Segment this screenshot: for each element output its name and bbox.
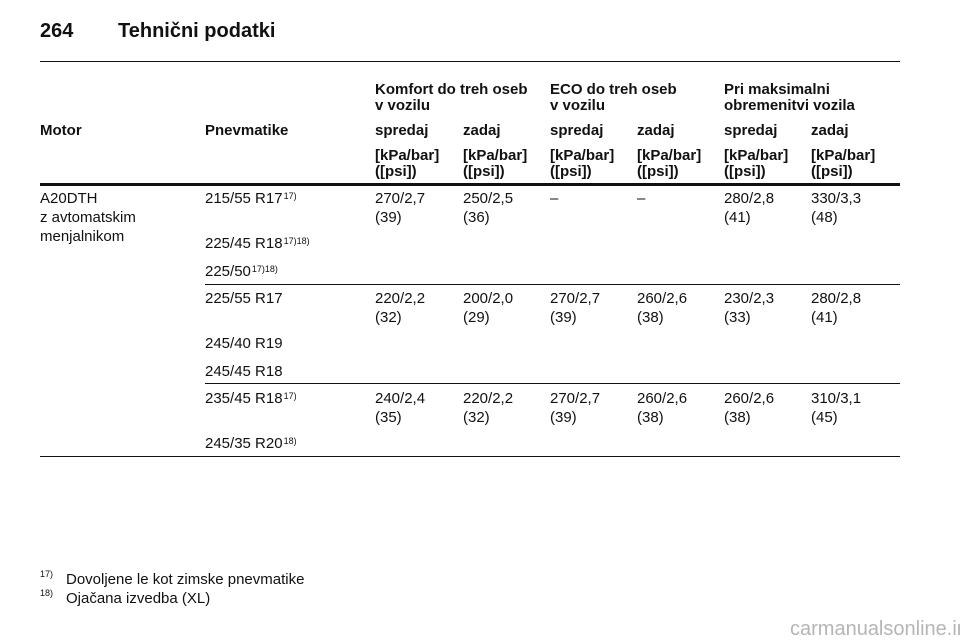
motor-name: z avtomatskim — [40, 209, 136, 226]
motor-name: A20DTH — [40, 190, 98, 207]
pressure-value: (41) — [811, 309, 838, 326]
footnote-text: Ojačana izvedba (XL) — [66, 590, 211, 607]
pressure-value: 240/2,4 — [375, 390, 426, 407]
column-header: spredaj — [375, 122, 429, 139]
group-header: v vozilu — [375, 97, 431, 114]
tire-name: 225/55 R17 — [205, 290, 283, 307]
column-header: zadaj — [463, 122, 501, 139]
header-rule — [40, 61, 900, 62]
page-number: 264 — [40, 20, 74, 42]
pressure-value: – — [550, 190, 559, 207]
tire-size: 245/40 R19 — [205, 336, 283, 352]
footnote-ref: 17) — [283, 191, 297, 201]
pressure-value: (41) — [724, 209, 751, 226]
pressure-value: (33) — [724, 309, 751, 326]
pressure-value: (29) — [463, 309, 490, 326]
tire-size: 245/35 R2018) — [205, 436, 297, 452]
column-header: Pnevmatike — [205, 122, 289, 139]
footnote-ref: 18) — [283, 436, 297, 446]
pressure-value: (35) — [375, 409, 402, 426]
group-header: Pri maksimalni — [724, 81, 830, 98]
pressure-value: 270/2,7 — [375, 190, 426, 207]
pressure-value: 220/2,2 — [463, 390, 514, 407]
pressure-value: (39) — [550, 309, 577, 326]
pressure-value: 330/3,3 — [811, 190, 862, 207]
motor-name: menjalnikom — [40, 228, 125, 245]
unit-label: ([psi]) — [637, 163, 679, 180]
tire-size: 215/55 R1717) — [205, 191, 297, 207]
pressure-value: 280/2,8 — [811, 290, 862, 307]
pressure-value: 310/3,1 — [811, 390, 862, 407]
tire-name: 245/45 R18 — [205, 363, 283, 380]
tire-size: 225/5017)18) — [205, 264, 278, 280]
pressure-value: (39) — [375, 209, 402, 226]
tire-name: 215/55 R17 — [205, 190, 283, 207]
unit-label: [kPa/bar] — [463, 147, 528, 164]
group-header: Komfort do treh oseb — [375, 81, 528, 98]
tire-name: 225/45 R18 — [205, 235, 283, 252]
pressure-value: 260/2,6 — [637, 290, 688, 307]
unit-label: ([psi]) — [463, 163, 505, 180]
watermark: carmanualsonline.info — [790, 618, 960, 640]
pressure-value: (38) — [637, 309, 664, 326]
footnote-ref: 17)18) — [283, 236, 310, 246]
pressure-value: 200/2,0 — [463, 290, 514, 307]
unit-label: ([psi]) — [811, 163, 853, 180]
column-header: Motor — [40, 122, 82, 139]
footnote-text: Dovoljene le kot zimske pnevmatike — [66, 571, 305, 588]
tire-name: 225/50 — [205, 263, 251, 280]
group-header: v vozilu — [550, 97, 606, 114]
tire-name: 245/40 R19 — [205, 335, 283, 352]
unit-label: [kPa/bar] — [550, 147, 615, 164]
pressure-value: 260/2,6 — [724, 390, 775, 407]
unit-label: [kPa/bar] — [637, 147, 702, 164]
tire-name: 235/45 R18 — [205, 390, 283, 407]
unit-label: ([psi]) — [724, 163, 766, 180]
tire-size: 225/55 R17 — [205, 291, 283, 307]
unit-label: [kPa/bar] — [375, 147, 440, 164]
row-rule — [205, 284, 900, 285]
page-title: Tehnični podatki — [118, 20, 276, 42]
column-header: spredaj — [724, 122, 778, 139]
unit-label: ([psi]) — [550, 163, 592, 180]
tire-size: 245/45 R18 — [205, 364, 283, 380]
pressure-value: (39) — [550, 409, 577, 426]
pressure-value: (36) — [463, 209, 490, 226]
footnote-mark: 17) — [40, 569, 54, 579]
tire-size: 235/45 R1817) — [205, 391, 297, 407]
pressure-value: (38) — [637, 409, 664, 426]
group-header: ECO do treh oseb — [550, 81, 677, 98]
pressure-value: 220/2,2 — [375, 290, 426, 307]
tire-size: 225/45 R1817)18) — [205, 236, 310, 252]
pressure-value: 270/2,7 — [550, 290, 601, 307]
unit-label: [kPa/bar] — [724, 147, 789, 164]
pressure-value: – — [637, 190, 646, 207]
group-header: obremenitvi vozila — [724, 97, 855, 114]
footnote-ref: 17) — [283, 391, 297, 401]
pressure-value: (32) — [375, 309, 402, 326]
table-header-rule — [40, 183, 900, 186]
pressure-value: 250/2,5 — [463, 190, 514, 207]
pressure-value: 280/2,8 — [724, 190, 775, 207]
row-rule — [205, 383, 900, 384]
column-header: zadaj — [637, 122, 675, 139]
row-rule — [40, 456, 900, 457]
pressure-value: 270/2,7 — [550, 390, 601, 407]
pressure-value: 230/2,3 — [724, 290, 775, 307]
unit-label: ([psi]) — [375, 163, 417, 180]
footnote-mark: 18) — [40, 588, 54, 598]
pressure-value: (32) — [463, 409, 490, 426]
unit-label: [kPa/bar] — [811, 147, 876, 164]
pressure-value: (38) — [724, 409, 751, 426]
column-header: zadaj — [811, 122, 849, 139]
pressure-value: (45) — [811, 409, 838, 426]
pressure-value: 260/2,6 — [637, 390, 688, 407]
column-header: spredaj — [550, 122, 604, 139]
tire-name: 245/35 R20 — [205, 435, 283, 452]
footnote-ref: 17)18) — [251, 264, 278, 274]
pressure-value: (48) — [811, 209, 838, 226]
